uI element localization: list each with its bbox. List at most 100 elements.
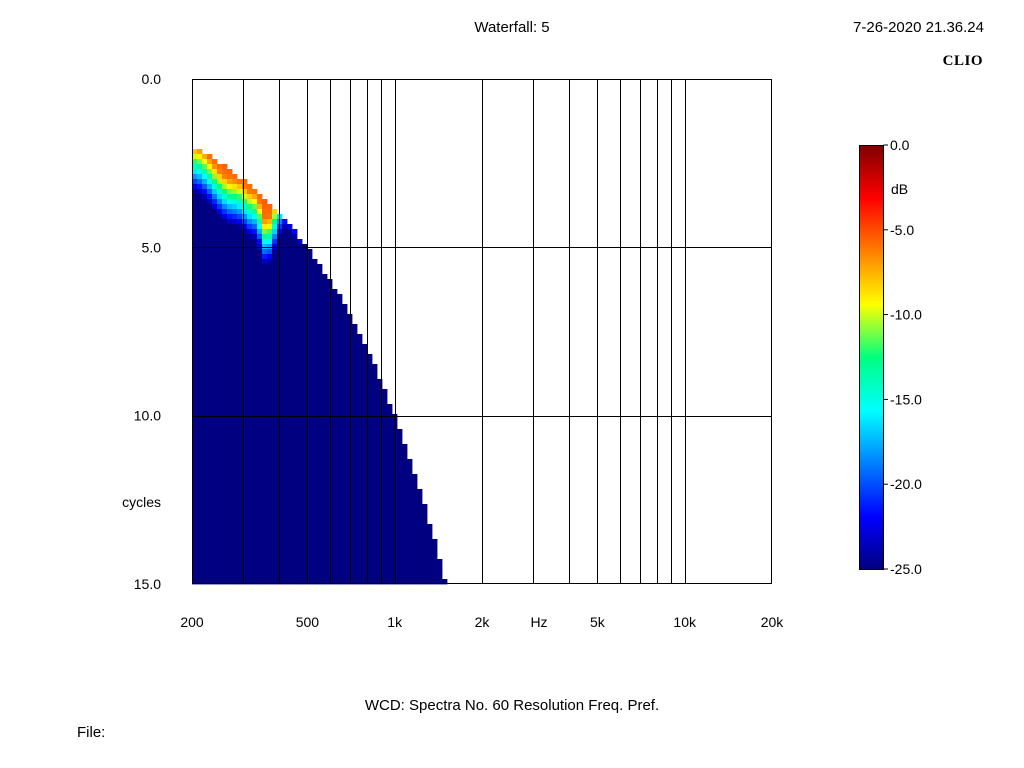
heatmap-cell bbox=[287, 459, 293, 465]
heatmap-cell bbox=[267, 474, 273, 480]
heatmap-cell bbox=[197, 174, 203, 180]
heatmap-cell bbox=[412, 499, 418, 505]
heatmap-cell bbox=[387, 579, 393, 585]
heatmap-cell bbox=[217, 379, 223, 385]
heatmap-cell bbox=[307, 259, 313, 265]
heatmap-cell bbox=[247, 334, 253, 340]
heatmap-cell bbox=[242, 579, 248, 585]
heatmap-cell bbox=[227, 369, 233, 375]
heatmap-cell bbox=[217, 574, 223, 580]
heatmap-cell bbox=[307, 574, 313, 580]
heatmap-cell bbox=[342, 384, 348, 390]
heatmap-cell bbox=[327, 404, 333, 410]
heatmap-cell bbox=[387, 544, 393, 550]
file-label: File: bbox=[77, 724, 106, 741]
heatmap-cell bbox=[282, 404, 288, 410]
heatmap-cell bbox=[227, 404, 233, 410]
heatmap-cell bbox=[362, 554, 368, 560]
heatmap-cell bbox=[367, 459, 373, 465]
heatmap-cell bbox=[372, 429, 378, 435]
heatmap-cell bbox=[342, 494, 348, 500]
heatmap-cell bbox=[382, 469, 388, 475]
heatmap-cell bbox=[297, 249, 303, 255]
heatmap-cell bbox=[372, 454, 378, 460]
heatmap-cell bbox=[292, 439, 298, 445]
heatmap-cell bbox=[267, 419, 273, 425]
heatmap-cell bbox=[192, 159, 198, 165]
heatmap-cell bbox=[267, 459, 273, 465]
heatmap-cell bbox=[282, 544, 288, 550]
heatmap-cell bbox=[282, 304, 288, 310]
heatmap-cell bbox=[257, 539, 263, 545]
heatmap-cell bbox=[202, 504, 208, 510]
heatmap-cell bbox=[322, 534, 328, 540]
heatmap-cell bbox=[332, 529, 338, 535]
heatmap-cell bbox=[247, 544, 253, 550]
heatmap-cell bbox=[267, 324, 273, 330]
heatmap-cell bbox=[347, 314, 353, 320]
heatmap-cell bbox=[292, 514, 298, 520]
heatmap-cell bbox=[402, 544, 408, 550]
heatmap-cell bbox=[272, 479, 278, 485]
heatmap-cell bbox=[312, 514, 318, 520]
heatmap-cell bbox=[372, 424, 378, 430]
heatmap-cell bbox=[377, 564, 383, 570]
heatmap-cell bbox=[302, 489, 308, 495]
heatmap-cell bbox=[307, 569, 313, 575]
heatmap-cell bbox=[242, 234, 248, 240]
heatmap-cell bbox=[237, 489, 243, 495]
heatmap-cell bbox=[312, 529, 318, 535]
heatmap-cell bbox=[292, 449, 298, 455]
heatmap-cell bbox=[357, 544, 363, 550]
heatmap-cell bbox=[292, 579, 298, 585]
heatmap-cell bbox=[282, 429, 288, 435]
heatmap-cell bbox=[402, 454, 408, 460]
heatmap-cell bbox=[322, 439, 328, 445]
heatmap-cell bbox=[212, 369, 218, 375]
heatmap-cell bbox=[352, 524, 358, 530]
heatmap-cell bbox=[267, 564, 273, 570]
heatmap-cell bbox=[347, 354, 353, 360]
heatmap-cell bbox=[297, 274, 303, 280]
heatmap-cell bbox=[247, 364, 253, 370]
heatmap-cell bbox=[412, 489, 418, 495]
heatmap-cell bbox=[302, 269, 308, 275]
heatmap-cell bbox=[312, 499, 318, 505]
heatmap-cell bbox=[312, 379, 318, 385]
heatmap-cell bbox=[192, 474, 198, 480]
heatmap-cell bbox=[207, 314, 213, 320]
heatmap-cell bbox=[257, 449, 263, 455]
heatmap-cell bbox=[357, 509, 363, 515]
heatmap-cell bbox=[337, 434, 343, 440]
heatmap-cell bbox=[212, 364, 218, 370]
heatmap-cell bbox=[337, 544, 343, 550]
heatmap-cell bbox=[197, 479, 203, 485]
heatmap-cell bbox=[322, 319, 328, 325]
heatmap-cell bbox=[237, 504, 243, 510]
heatmap-cell bbox=[357, 574, 363, 580]
heatmap-cell bbox=[412, 539, 418, 545]
heatmap-cell bbox=[247, 574, 253, 580]
heatmap-cell bbox=[272, 254, 278, 260]
heatmap-cell bbox=[242, 394, 248, 400]
heatmap-cell bbox=[272, 419, 278, 425]
heatmap-cell bbox=[412, 509, 418, 515]
heatmap-cell bbox=[217, 309, 223, 315]
heatmap-cell bbox=[302, 264, 308, 270]
heatmap-cell bbox=[297, 579, 303, 585]
heatmap-cell bbox=[397, 429, 403, 435]
heatmap-cell bbox=[392, 534, 398, 540]
heatmap-cell bbox=[302, 279, 308, 285]
heatmap-cell bbox=[272, 339, 278, 345]
heatmap-cell bbox=[207, 554, 213, 560]
heatmap-cell bbox=[367, 409, 373, 415]
heatmap-cell bbox=[237, 289, 243, 295]
heatmap-cell bbox=[287, 484, 293, 490]
heatmap-cell bbox=[232, 424, 238, 430]
heatmap-cell bbox=[337, 484, 343, 490]
heatmap-cell bbox=[352, 454, 358, 460]
heatmap-cell bbox=[287, 469, 293, 475]
heatmap-cell bbox=[237, 579, 243, 585]
heatmap-cell bbox=[347, 404, 353, 410]
heatmap-cell bbox=[272, 404, 278, 410]
